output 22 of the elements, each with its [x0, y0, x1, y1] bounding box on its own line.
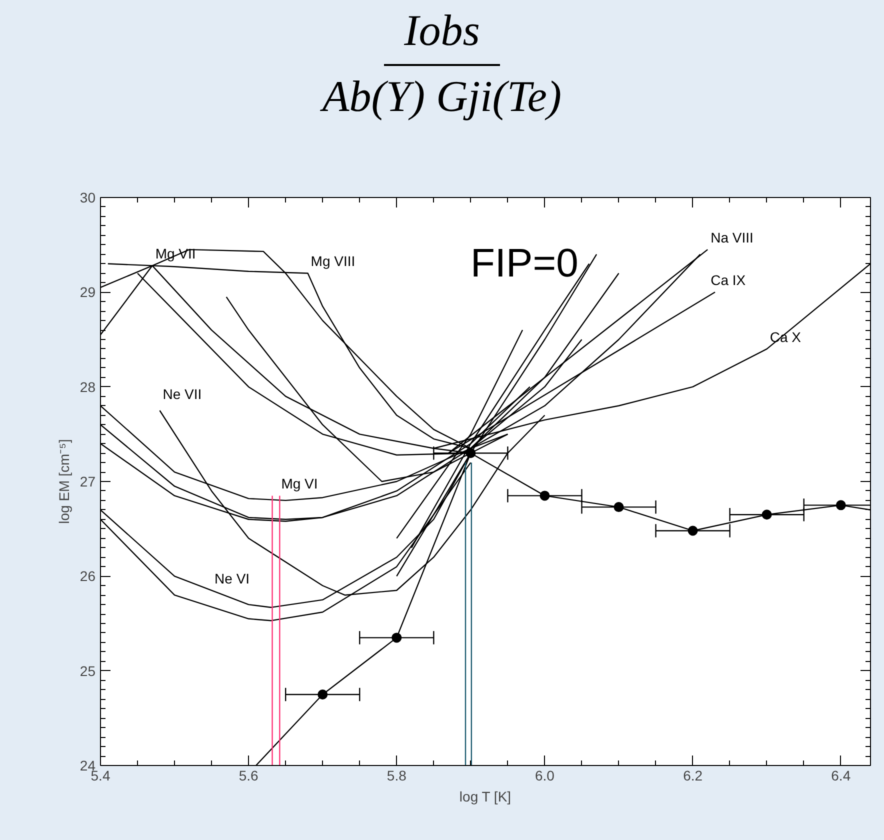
y-tick-label: 28 — [80, 378, 96, 395]
y-axis-title: log EM [cm⁻⁵] — [56, 439, 72, 524]
annotation: Mg VI — [281, 476, 318, 492]
x-tick-label: 5.6 — [238, 768, 259, 784]
y-tick-label: 26 — [80, 568, 96, 584]
annotation: Na VIII — [710, 230, 754, 246]
y-tick-label: 25 — [80, 662, 96, 679]
x-tick-label: 5.8 — [386, 768, 407, 784]
annotation: Mg VIII — [310, 253, 356, 270]
annotation: Ne VII — [162, 386, 202, 402]
x-tick-label: 6.4 — [831, 768, 851, 784]
x-tick-label: 6.0 — [535, 768, 555, 784]
x-axis-title: log T [K] — [459, 788, 512, 804]
chart-subtitle: Ab(Y) Gji(Te) — [319, 71, 563, 123]
x-tick-label: 6.2 — [683, 768, 703, 784]
chart-title: Iobs — [384, 0, 500, 66]
annotation: FIP=0 — [470, 242, 578, 286]
annotation: Ca IX — [710, 272, 746, 288]
y-tick-label: 27 — [80, 474, 96, 490]
y-tick-label: 29 — [80, 284, 96, 300]
annotation: Ne VI — [214, 570, 250, 586]
y-tick-label: 30 — [80, 190, 96, 206]
